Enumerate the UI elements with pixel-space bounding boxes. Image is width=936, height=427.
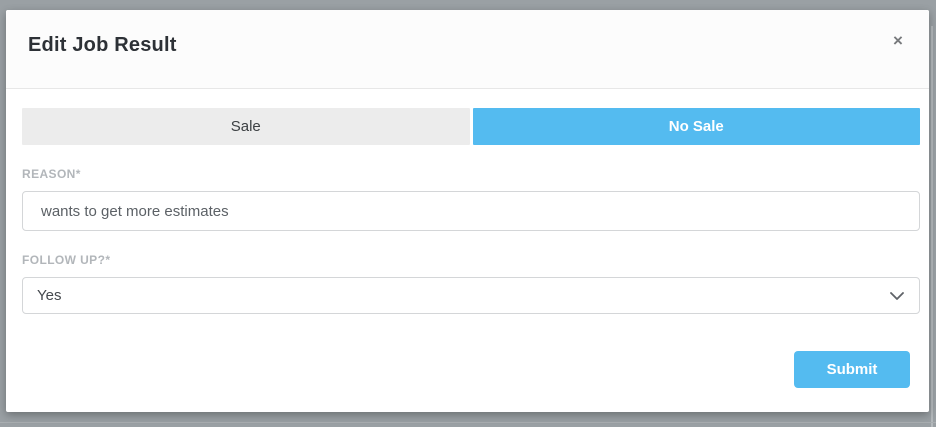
dialog-body: Sale No Sale REASON* FOLLOW UP?* Yes Sub… xyxy=(22,108,920,388)
tab-sale-label: Sale xyxy=(230,118,261,135)
reason-input[interactable] xyxy=(22,191,920,231)
page-behind-scrollbar xyxy=(931,26,933,427)
page-title: Edit Job Result xyxy=(28,34,177,56)
reason-label: REASON* xyxy=(22,167,81,181)
edit-job-result-dialog: Edit Job Result × Sale No Sale REASON* F… xyxy=(6,10,929,412)
follow-up-select-wrap: Yes xyxy=(22,277,920,314)
dialog-actions: Submit xyxy=(22,351,920,388)
result-tabs: Sale No Sale xyxy=(22,108,920,145)
tab-no-sale-label: No Sale xyxy=(668,118,724,135)
follow-up-select[interactable]: Yes xyxy=(22,277,920,314)
close-icon[interactable]: × xyxy=(893,31,903,50)
follow-up-label: FOLLOW UP?* xyxy=(22,253,111,267)
tab-sale[interactable]: Sale xyxy=(22,108,470,145)
dialog-header: Edit Job Result × xyxy=(6,10,929,89)
tab-no-sale[interactable]: No Sale xyxy=(472,108,920,145)
page-behind-edge xyxy=(0,422,936,423)
submit-button[interactable]: Submit xyxy=(794,351,910,388)
